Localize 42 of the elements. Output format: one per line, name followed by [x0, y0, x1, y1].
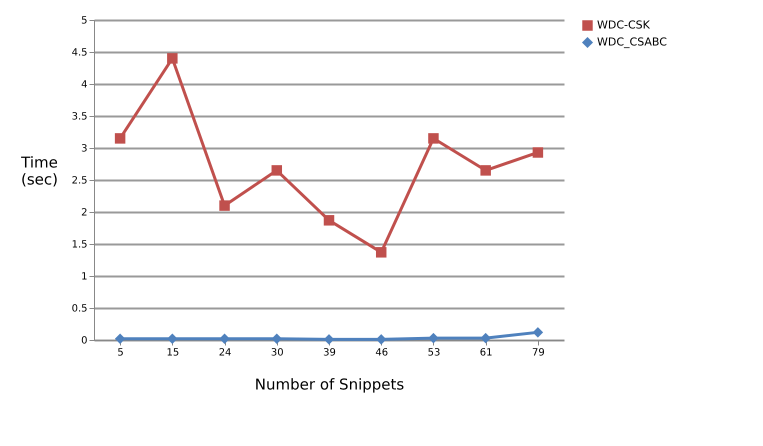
- y-tick-label: 3.5: [72, 112, 88, 122]
- legend-label: WDC_CSABC: [597, 36, 668, 48]
- x-tick-label: 5: [117, 348, 124, 358]
- point: [272, 165, 282, 176]
- point: [167, 53, 178, 64]
- point: [114, 133, 126, 144]
- point: [114, 333, 126, 344]
- point: [376, 247, 386, 258]
- y-tick-label: 4: [81, 80, 88, 90]
- point: [532, 147, 544, 158]
- point: [480, 332, 491, 344]
- y-tick-label: 0: [81, 336, 88, 346]
- point: [219, 200, 230, 211]
- y-axis-title: Time (sec): [20, 154, 58, 188]
- x-tick-label: 79: [532, 348, 545, 358]
- y-tick-label: 1.5: [72, 240, 88, 250]
- y-tick-label: 5: [81, 16, 88, 26]
- x-axis-title: Number of Snippets: [254, 376, 404, 394]
- point: [219, 333, 230, 344]
- y-tick-label: 2: [81, 208, 88, 218]
- point: [532, 327, 544, 338]
- y-tick-label: 3: [81, 144, 88, 154]
- y-tick-label: 1: [81, 272, 88, 282]
- point: [428, 332, 439, 344]
- y-tick-label: 2.5: [72, 176, 88, 186]
- point: [324, 334, 334, 345]
- point: [480, 165, 491, 176]
- point: [376, 334, 386, 345]
- point: [324, 215, 334, 226]
- x-tick-label: 61: [480, 348, 493, 358]
- point: [428, 133, 439, 144]
- legend-label: WDC-CSK: [597, 18, 651, 32]
- x-tick-label: 24: [218, 348, 232, 358]
- x-tick-label: 53: [428, 348, 440, 358]
- point: [167, 333, 178, 344]
- x-tick-label: 30: [270, 348, 284, 358]
- point: [272, 333, 282, 344]
- x-tick-label: 15: [166, 348, 180, 358]
- x-tick-label: 39: [323, 348, 336, 358]
- y-tick-label: 4.5: [72, 48, 88, 58]
- y-tick-label: 0.5: [72, 304, 88, 314]
- x-tick-label: 46: [375, 348, 388, 358]
